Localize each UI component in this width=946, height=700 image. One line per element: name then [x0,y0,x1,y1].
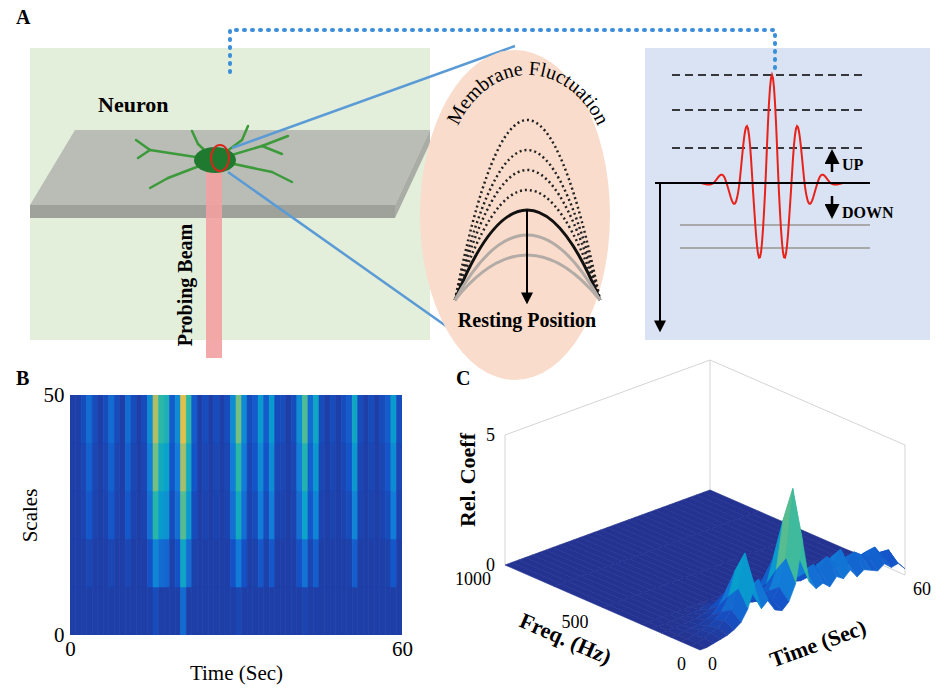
svg-text:Resting Position: Resting Position [458,309,596,332]
svg-text:Time (Sec): Time (Sec) [766,614,869,672]
svg-text:1000: 1000 [455,569,491,589]
svg-text:B: B [16,367,29,389]
svg-text:UP: UP [842,156,864,173]
svg-text:Freq. (Hz): Freq. (Hz) [516,608,615,670]
svg-text:500: 500 [561,611,589,632]
svg-text:A: A [16,6,31,28]
svg-text:C: C [456,367,470,389]
svg-text:DOWN: DOWN [842,204,894,221]
svg-text:50: 50 [44,383,65,407]
svg-text:Rel. Coeff: Rel. Coeff [455,432,480,527]
svg-text:5: 5 [486,425,495,445]
svg-text:0: 0 [54,623,65,647]
svg-text:60: 60 [392,637,413,661]
svg-text:60: 60 [913,579,931,599]
svg-text:Scales: Scales [18,489,42,543]
svg-text:Membrane Fluctuation: Membrane Fluctuation [442,57,614,128]
svg-text:0: 0 [486,555,495,575]
svg-text:Neuron: Neuron [98,92,169,117]
svg-text:0: 0 [65,637,76,661]
svg-text:Time (Sec): Time (Sec) [190,661,283,685]
svg-text:Probing Beam: Probing Beam [174,223,197,346]
svg-text:0: 0 [677,654,686,674]
svg-text:0: 0 [708,654,717,674]
